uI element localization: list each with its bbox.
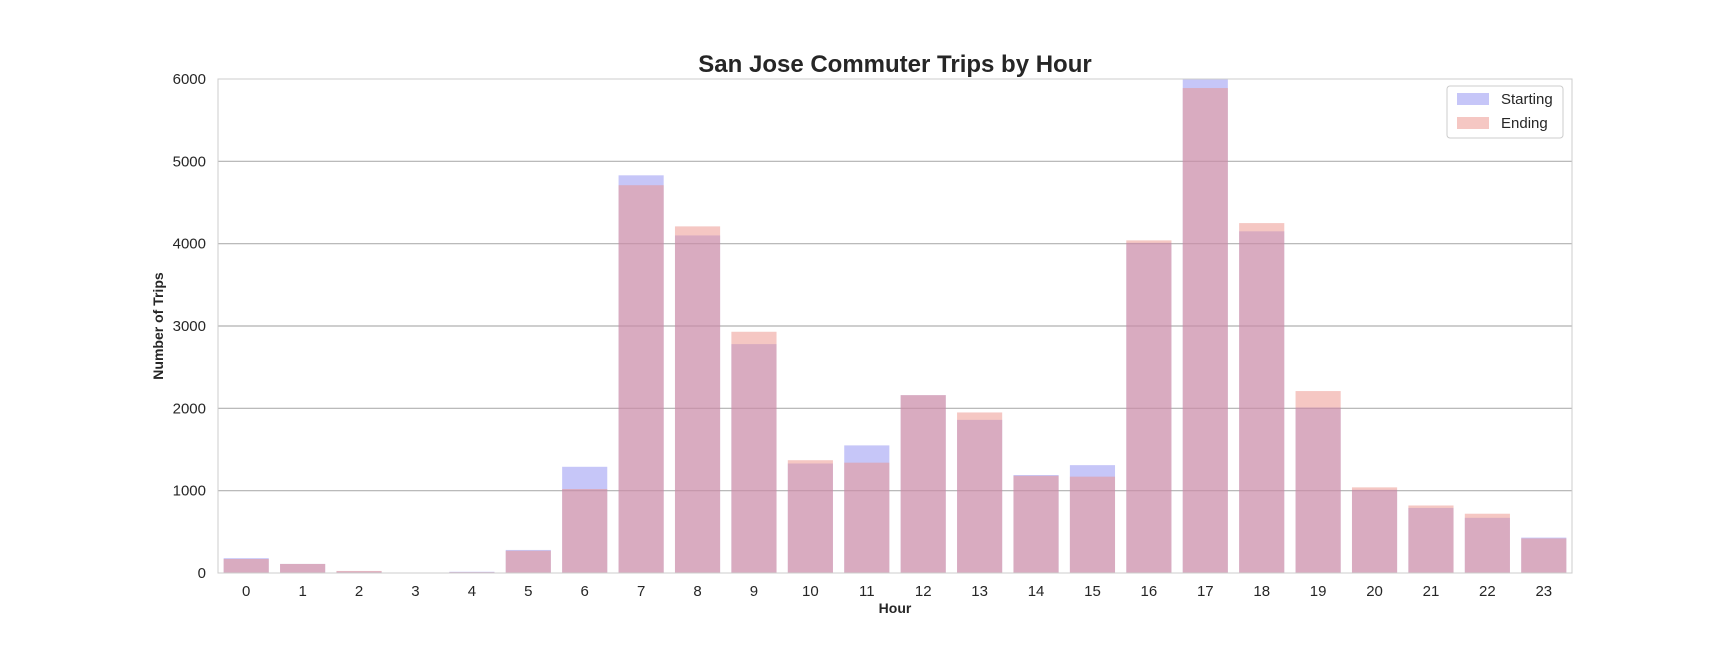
x-tick-label: 7	[637, 583, 645, 600]
bar-ending-hour-9	[731, 331, 777, 573]
y-tick-labels: 0 1000 2000 3000 4000 5000 6000	[173, 71, 206, 582]
bar-ending-hour-14	[1013, 475, 1059, 573]
bar-ending-hour-2	[336, 570, 382, 573]
x-tick-label: 8	[693, 583, 701, 600]
x-tick-label: 18	[1253, 583, 1270, 600]
bar-ending-hour-22	[1464, 513, 1510, 573]
x-tick-label: 10	[802, 583, 819, 600]
bar-ending-hour-18	[1239, 223, 1285, 574]
legend-label-starting: Starting	[1501, 91, 1553, 108]
bar-ending-hour-21	[1408, 505, 1454, 573]
gridlines	[218, 160, 1572, 492]
y-tick-label: 3000	[173, 318, 206, 335]
x-tick-label: 11	[859, 583, 875, 600]
x-tick-label: 9	[750, 583, 758, 600]
bar-ending-hour-0	[223, 559, 269, 573]
legend-label-ending: Ending	[1501, 115, 1548, 132]
x-tick-label: 20	[1366, 583, 1383, 600]
legend-swatch-ending	[1457, 117, 1489, 129]
y-tick-label: 1000	[173, 483, 206, 500]
bar-ending-hour-8	[674, 226, 721, 574]
x-tick-label: 5	[524, 583, 532, 600]
x-tick-label: 4	[468, 583, 476, 600]
x-tick-label: 3	[411, 583, 419, 600]
chart-title: San Jose Commuter Trips by Hour	[698, 51, 1091, 78]
bar-ending-hour-6	[562, 489, 608, 573]
x-tick-label: 12	[915, 583, 932, 600]
legend-swatch-starting	[1457, 93, 1489, 105]
bar-ending-hour-13	[957, 412, 1003, 573]
bar-ending-hour-7	[618, 185, 664, 573]
x-tick-label: 21	[1423, 583, 1440, 600]
x-tick-labels: 0 1 2 3 4 5 6 7 8 9 10 11 12 13 14 15 16 17 18 19 20 21 22 23	[242, 583, 1552, 600]
x-tick-label: 6	[581, 583, 589, 600]
x-tick-label: 1	[298, 583, 306, 600]
bar-ending-hour-10	[787, 460, 833, 573]
y-tick-label: 0	[198, 565, 206, 582]
x-tick-label: 22	[1479, 583, 1496, 600]
legend: Starting Ending	[1446, 85, 1564, 139]
bar-ending-hour-20	[1351, 487, 1398, 573]
bar-ending-hour-23	[1521, 538, 1567, 573]
bar-ending-hour-19	[1295, 391, 1341, 573]
y-axis-title: Number of Trips	[150, 272, 166, 380]
x-tick-label: 0	[242, 583, 250, 600]
x-tick-label: 15	[1084, 583, 1101, 600]
y-tick-label: 2000	[173, 400, 206, 417]
bar-ending-hour-17	[1182, 88, 1228, 573]
x-tick-label: 2	[355, 583, 363, 600]
y-tick-label: 4000	[173, 236, 206, 253]
bar-ending-hour-11	[844, 462, 890, 573]
y-tick-label: 5000	[173, 153, 206, 170]
y-tick-label: 6000	[173, 71, 206, 88]
x-tick-label: 17	[1197, 583, 1214, 600]
plot-frame	[217, 78, 1573, 574]
x-axis-title: Hour	[879, 600, 912, 616]
bar-ending-hour-15	[1069, 476, 1116, 573]
series-ending-bars	[223, 88, 1567, 574]
x-tick-label: 23	[1535, 583, 1552, 600]
bar-ending-hour-16	[1126, 240, 1172, 573]
x-tick-label: 16	[1141, 583, 1158, 600]
bar-ending-hour-5	[505, 550, 551, 573]
bar-ending-hour-12	[900, 395, 946, 573]
x-tick-label: 13	[971, 583, 988, 600]
bar-ending-hour-1	[280, 563, 326, 573]
x-tick-label: 14	[1028, 583, 1045, 600]
x-tick-label: 19	[1310, 583, 1327, 600]
